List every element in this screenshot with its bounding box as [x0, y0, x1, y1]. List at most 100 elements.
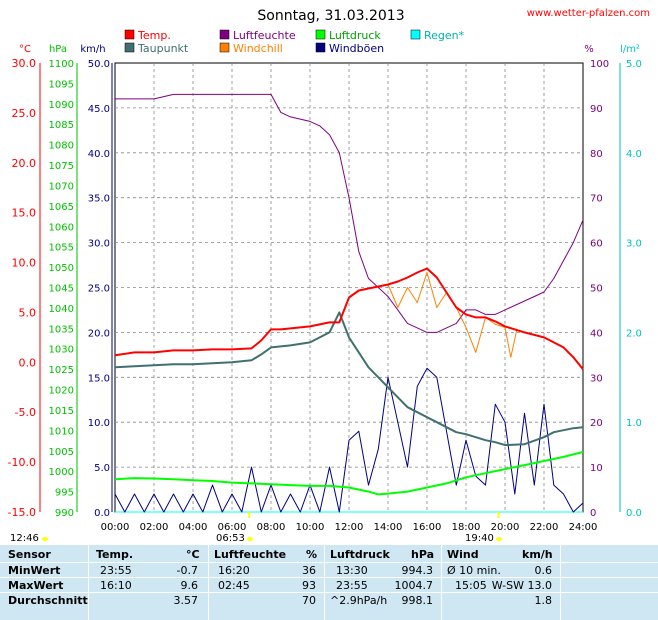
sunrise-tick [248, 512, 251, 518]
time-tick: 16:00 [413, 522, 442, 533]
hdr-press-unit: hPa [411, 548, 435, 561]
pressure-tick: 1010 [49, 426, 74, 437]
pressure-tick: 1020 [49, 386, 74, 397]
temp-tick: 30.0 [12, 57, 37, 70]
wind-tick: 10.0 [88, 418, 110, 429]
wind-tick: 5.0 [94, 463, 110, 474]
max-hum-time: 02:45 [218, 579, 250, 592]
wind-tick: 15.0 [88, 373, 110, 384]
humidity-tick: 80 [590, 149, 603, 160]
hdr-temp-unit: °C [186, 548, 200, 561]
unit-rain: l/m² [620, 44, 640, 55]
pressure-tick: 1070 [49, 181, 74, 192]
pressure-tick: 1040 [49, 304, 74, 315]
pressure-tick: 1035 [49, 324, 74, 335]
series-windböen [114, 367, 584, 513]
humidity-tick: 90 [590, 104, 603, 115]
pressure-tick: 1025 [49, 365, 74, 376]
unit-temp: °C [19, 44, 31, 55]
min-press-time: 13:30 [336, 564, 368, 577]
pressure-tick: 1075 [49, 161, 74, 172]
time-tick: 18:00 [452, 522, 481, 533]
legend-label: Windböen [329, 42, 384, 55]
humidity-tick: 50 [590, 284, 603, 295]
humidity-tick: 20 [590, 418, 603, 429]
pressure-tick: 1050 [49, 263, 74, 274]
wind-tick: 20.0 [88, 328, 110, 339]
rain-tick: 2.0 [626, 328, 642, 339]
sun-markers: 12:46 06:53 19:40 [10, 512, 502, 544]
min-press-val: 994.3 [401, 564, 434, 577]
humidity-tick: 60 [590, 239, 603, 250]
temp-tick: 20.0 [12, 157, 37, 170]
pressure-tick: 990 [55, 508, 74, 519]
sunset-tick [497, 512, 500, 518]
rain-tick: 3.0 [626, 239, 642, 250]
time-tick: 08:00 [257, 522, 286, 533]
avg-press-val: 998.1 [401, 594, 434, 607]
time-tick: 02:00 [140, 522, 169, 533]
legend-label: Taupunkt [137, 42, 189, 55]
temp-tick: 5.0 [19, 306, 37, 319]
pressure-tick: 1080 [49, 141, 74, 152]
rain-tick: 1.0 [626, 418, 642, 429]
wind-tick: 35.0 [88, 194, 110, 205]
chart-title: Sonntag, 31.03.2013 [257, 8, 404, 24]
pressure-tick: 995 [55, 488, 74, 499]
series-luftfeuchte [115, 93, 584, 333]
series-taupunkt [114, 311, 584, 447]
humidity-tick: 10 [590, 463, 603, 474]
legend-swatch [219, 42, 230, 53]
min-wind-time: Ø 10 min. [447, 564, 501, 577]
hdr-wind: Wind [447, 548, 479, 561]
pressure-tick: 1005 [49, 447, 74, 458]
sun-dot [247, 537, 253, 541]
wind-tick: 45.0 [88, 104, 110, 115]
pressure-tick: 1000 [49, 467, 74, 478]
sun-dot [496, 537, 502, 541]
sun-dot [42, 537, 48, 541]
unit-pressure: hPa [49, 44, 67, 55]
max-press-time: 23:55 [336, 579, 368, 592]
time-axis: 00:00 02:00 04:00 06:00 08:00 10:00 12:00 14:00… [101, 522, 598, 533]
avg-hum-val: 70 [302, 594, 316, 607]
unit-wind: km/h [80, 44, 105, 55]
weather-chart: Sonntag, 31.03.2013 www.wetter-pfalzen.c… [8, 8, 650, 544]
pressure-tick: 1030 [49, 345, 74, 356]
time-tick: 00:00 [101, 522, 130, 533]
legend-label: Temp. [137, 29, 171, 42]
temp-tick: 10.0 [12, 257, 37, 270]
min-wind-val: 0.6 [534, 564, 553, 577]
max-wind-time: 15:05 [455, 579, 487, 592]
legend-swatch [315, 29, 326, 40]
site-url[interactable]: www.wetter-pfalzen.com [527, 8, 650, 19]
pressure-tick: 1085 [49, 120, 74, 131]
axis-ticks: 30.0 25.0 20.0 15.0 10.0 5.0 0.0 -5.0 -10.0 -15.0… [8, 57, 642, 519]
sun-marker-left: 12:46 [10, 533, 39, 544]
sunrise-marker: 06:53 [216, 533, 245, 544]
wind-tick: 40.0 [88, 149, 110, 160]
temp-tick: -10.0 [8, 456, 36, 469]
wind-tick: 30.0 [88, 239, 110, 250]
max-temp-time: 16:10 [100, 579, 132, 592]
pressure-tick: 1095 [49, 79, 74, 90]
legend-swatch [124, 29, 135, 40]
time-tick: 24:00 [569, 522, 598, 533]
max-temp-val: 9.6 [180, 579, 199, 592]
temp-tick: -15.0 [8, 506, 36, 519]
time-tick: 04:00 [179, 522, 208, 533]
legend-label: Luftdruck [329, 29, 381, 42]
hdr-hum: Luftfeuchte [214, 548, 287, 561]
legend-swatch [410, 29, 421, 40]
pressure-tick: 1090 [49, 100, 74, 111]
temp-tick: 15.0 [12, 207, 37, 220]
unit-humidity: % [584, 44, 594, 55]
stats-table: Sensor Temp. °C Luftfeuchte % Luftdruck … [0, 545, 658, 620]
row-min-label: MinWert [8, 564, 61, 577]
pressure-tick: 1055 [49, 243, 74, 254]
series-layer [114, 93, 584, 513]
hdr-wind-unit: km/h [522, 548, 553, 561]
plot-grid [114, 62, 584, 513]
row-max-label: MaxWert [8, 579, 64, 592]
